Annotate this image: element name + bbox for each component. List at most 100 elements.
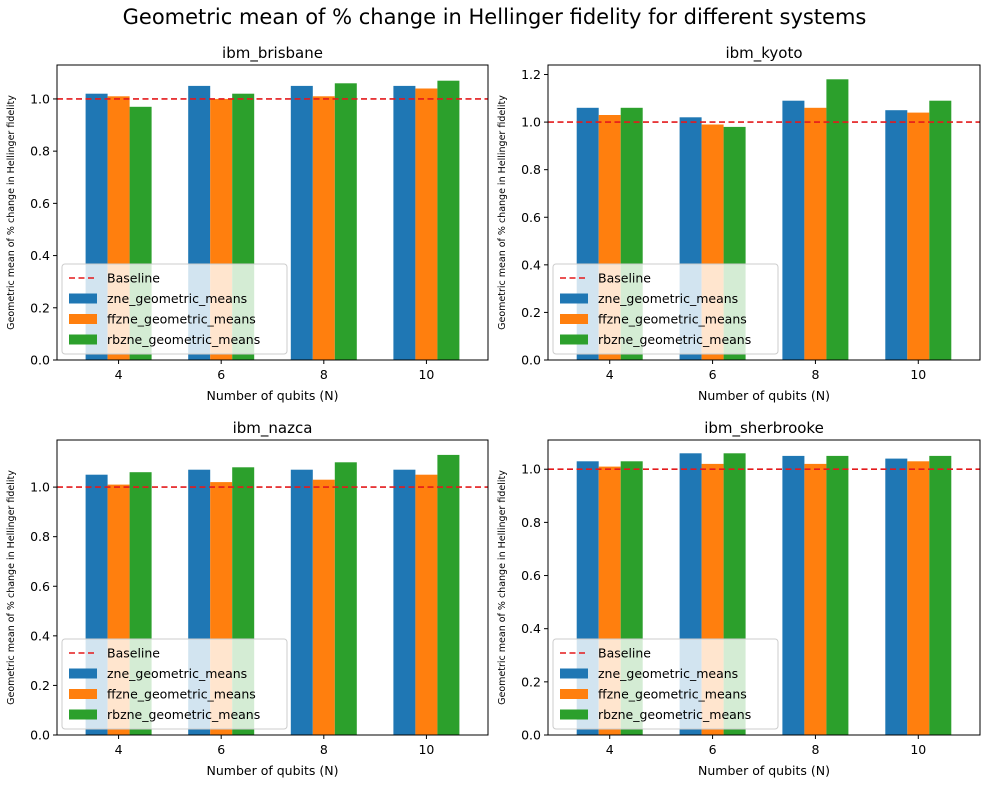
x-tick-label: 8 bbox=[320, 367, 328, 382]
x-tick-label: 6 bbox=[709, 367, 717, 382]
panel-title: ibm_kyoto bbox=[725, 44, 802, 63]
y-tick-label: 0.0 bbox=[521, 728, 541, 743]
y-tick-label: 0.2 bbox=[521, 305, 541, 320]
y-tick-label: 1.2 bbox=[521, 67, 541, 82]
x-axis-label: Number of qubits (N) bbox=[207, 763, 339, 778]
legend-swatch bbox=[69, 668, 97, 679]
x-tick-label: 10 bbox=[910, 367, 926, 382]
x-tick-label: 10 bbox=[910, 742, 926, 757]
y-tick-label: 0.6 bbox=[30, 579, 50, 594]
legend-label: ffzne_geometric_means bbox=[598, 312, 747, 327]
bar-rbzne-geometric-means-10 bbox=[929, 455, 952, 735]
y-tick-label: 1.0 bbox=[521, 462, 541, 477]
y-tick-label: 0.0 bbox=[521, 353, 541, 368]
y-tick-label: 0.2 bbox=[30, 300, 50, 315]
legend-swatch bbox=[69, 293, 97, 304]
legend-label: rbzne_geometric_means bbox=[107, 332, 260, 347]
plot-frame bbox=[56, 64, 489, 361]
bar-zne-geometric-means-8 bbox=[290, 85, 313, 361]
y-tick-label: 0.0 bbox=[30, 353, 50, 368]
legend-label: zne_geometric_means bbox=[598, 666, 738, 681]
legend-swatch bbox=[69, 314, 97, 324]
legend-swatch bbox=[69, 334, 97, 345]
x-tick-label: 10 bbox=[418, 367, 434, 382]
bar-rbzne-geometric-means-8 bbox=[334, 462, 357, 735]
figure-title: Geometric mean of % change in Hellinger … bbox=[122, 5, 867, 29]
y-tick-label: 0.4 bbox=[30, 248, 50, 263]
x-axis-label: Number of qubits (N) bbox=[698, 763, 830, 778]
bar-zne-geometric-means-10 bbox=[885, 458, 908, 735]
legend-label: ffzne_geometric_means bbox=[107, 687, 256, 702]
x-tick-label: 4 bbox=[115, 742, 123, 757]
y-tick-label: 0.4 bbox=[521, 621, 541, 636]
panel-title: ibm_nazca bbox=[233, 419, 313, 438]
bar-rbzne-geometric-means-8 bbox=[334, 83, 357, 361]
legend-swatch bbox=[560, 668, 588, 679]
legend-label: zne_geometric_means bbox=[107, 291, 247, 306]
y-axis-label: Geometric mean of % change in Hellinger … bbox=[497, 470, 508, 705]
y-axis-label: Geometric mean of % change in Hellinger … bbox=[497, 95, 508, 330]
legend-label: ffzne_geometric_means bbox=[107, 312, 256, 327]
bar-ffzne-geometric-means-8 bbox=[312, 96, 335, 361]
legend-label: Baseline bbox=[598, 271, 651, 286]
legend-box bbox=[61, 263, 288, 355]
legend-swatch bbox=[69, 709, 97, 720]
x-tick-label: 8 bbox=[320, 742, 328, 757]
x-tick-label: 4 bbox=[606, 367, 614, 382]
bar-ffzne-geometric-means-10 bbox=[907, 461, 930, 735]
legend-swatch bbox=[560, 709, 588, 720]
legend-box bbox=[552, 263, 779, 355]
legend-swatch bbox=[69, 689, 97, 699]
legend-swatch bbox=[560, 293, 588, 304]
bar-ffzne-geometric-means-8 bbox=[804, 107, 827, 360]
bar-zne-geometric-means-10 bbox=[885, 110, 908, 360]
legend-box bbox=[552, 638, 779, 730]
legend-label: rbzne_geometric_means bbox=[598, 707, 751, 722]
y-axis-label: Geometric mean of % change in Hellinger … bbox=[6, 95, 17, 330]
legend-label: Baseline bbox=[107, 646, 160, 661]
panel-title: ibm_brisbane bbox=[222, 44, 323, 63]
bar-zne-geometric-means-10 bbox=[393, 85, 416, 361]
y-tick-label: 1.0 bbox=[30, 480, 50, 495]
bar-zne-geometric-means-8 bbox=[290, 469, 313, 735]
bar-rbzne-geometric-means-8 bbox=[826, 79, 849, 361]
legend-label: rbzne_geometric_means bbox=[598, 332, 751, 347]
legend-label: Baseline bbox=[598, 646, 651, 661]
bar-ffzne-geometric-means-10 bbox=[415, 88, 438, 360]
y-tick-label: 0.4 bbox=[30, 628, 50, 643]
x-tick-label: 6 bbox=[217, 742, 225, 757]
plot-frame bbox=[547, 64, 981, 361]
x-tick-label: 8 bbox=[811, 742, 819, 757]
bar-ffzne-geometric-means-10 bbox=[907, 112, 930, 360]
legend-label: zne_geometric_means bbox=[107, 666, 247, 681]
x-axis-label: Number of qubits (N) bbox=[207, 388, 339, 403]
legend-swatch bbox=[560, 314, 588, 324]
bar-zne-geometric-means-8 bbox=[782, 100, 805, 360]
bar-rbzne-geometric-means-10 bbox=[437, 454, 460, 735]
y-axis-label: Geometric mean of % change in Hellinger … bbox=[6, 470, 17, 705]
bar-rbzne-geometric-means-10 bbox=[929, 100, 952, 360]
plot-frame bbox=[547, 439, 981, 736]
bar-zne-geometric-means-10 bbox=[393, 469, 416, 735]
legend-swatch bbox=[560, 689, 588, 699]
x-tick-label: 4 bbox=[606, 742, 614, 757]
y-tick-label: 0.2 bbox=[30, 678, 50, 693]
bar-rbzne-geometric-means-10 bbox=[437, 80, 460, 360]
y-tick-label: 0.6 bbox=[521, 568, 541, 583]
legend-box bbox=[61, 638, 288, 730]
y-tick-label: 0.2 bbox=[521, 674, 541, 689]
bar-ffzne-geometric-means-10 bbox=[415, 474, 438, 735]
y-tick-label: 0.8 bbox=[521, 515, 541, 530]
x-tick-label: 6 bbox=[217, 367, 225, 382]
legend-label: rbzne_geometric_means bbox=[107, 707, 260, 722]
y-tick-label: 1.0 bbox=[30, 91, 50, 106]
x-axis-label: Number of qubits (N) bbox=[698, 388, 830, 403]
legend-label: zne_geometric_means bbox=[598, 291, 738, 306]
bar-ffzne-geometric-means-8 bbox=[804, 463, 827, 735]
y-tick-label: 0.0 bbox=[30, 728, 50, 743]
legend-label: Baseline bbox=[107, 271, 160, 286]
legend-swatch bbox=[560, 334, 588, 345]
x-tick-label: 10 bbox=[418, 742, 434, 757]
x-tick-label: 6 bbox=[709, 742, 717, 757]
